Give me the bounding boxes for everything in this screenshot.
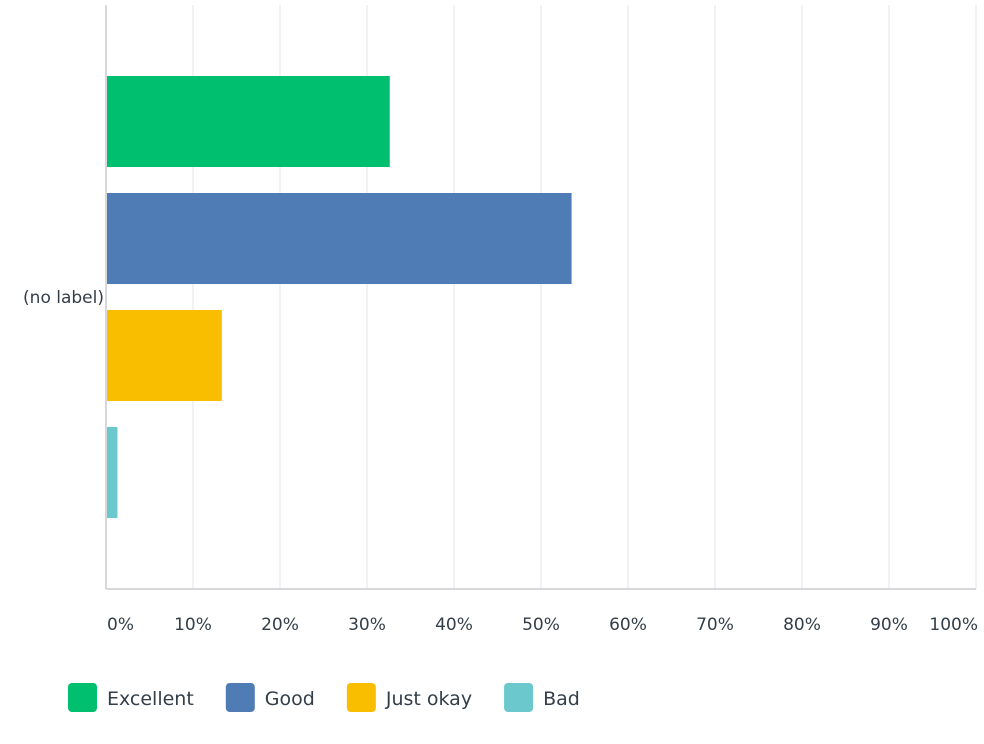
- legend: Excellent Good Just okay Bad: [68, 683, 580, 712]
- bar-bad[interactable]: [107, 427, 118, 518]
- bar-good[interactable]: [107, 193, 572, 284]
- x-tick-label: 100%: [929, 615, 978, 635]
- legend-swatch: [504, 683, 534, 712]
- x-tick-label: 30%: [348, 615, 386, 635]
- x-tick-label: 0%: [107, 615, 134, 635]
- x-tick-label: 40%: [435, 615, 473, 635]
- legend-label: Bad: [543, 688, 580, 710]
- legend-swatch: [225, 683, 255, 712]
- x-tick-label: 20%: [261, 615, 299, 635]
- x-tick-label: 10%: [174, 615, 212, 635]
- bar-excellent[interactable]: [107, 76, 390, 167]
- x-tick-labels: 0% 10% 20% 30% 40% 50% 60% 70% 80% 90% 100%: [107, 615, 978, 635]
- legend-label: Good: [265, 688, 315, 710]
- legend-swatch: [68, 683, 97, 712]
- x-tick-label: 70%: [696, 615, 734, 635]
- legend-item-good[interactable]: Good: [225, 683, 315, 712]
- legend-item-just-okay[interactable]: Just okay: [346, 683, 472, 712]
- x-tick-label: 80%: [783, 615, 821, 635]
- legend-swatch: [346, 683, 376, 712]
- x-tick-label: 50%: [522, 615, 560, 635]
- x-tick-label: 60%: [609, 615, 647, 635]
- legend-label: Excellent: [107, 688, 194, 710]
- category-label: (no label): [23, 288, 104, 308]
- bars: [107, 76, 572, 518]
- legend-label: Just okay: [385, 688, 472, 710]
- x-tick-label: 90%: [870, 615, 908, 635]
- legend-item-excellent[interactable]: Excellent: [68, 683, 194, 712]
- bar-just-okay[interactable]: [107, 310, 222, 401]
- legend-item-bad[interactable]: Bad: [504, 683, 580, 712]
